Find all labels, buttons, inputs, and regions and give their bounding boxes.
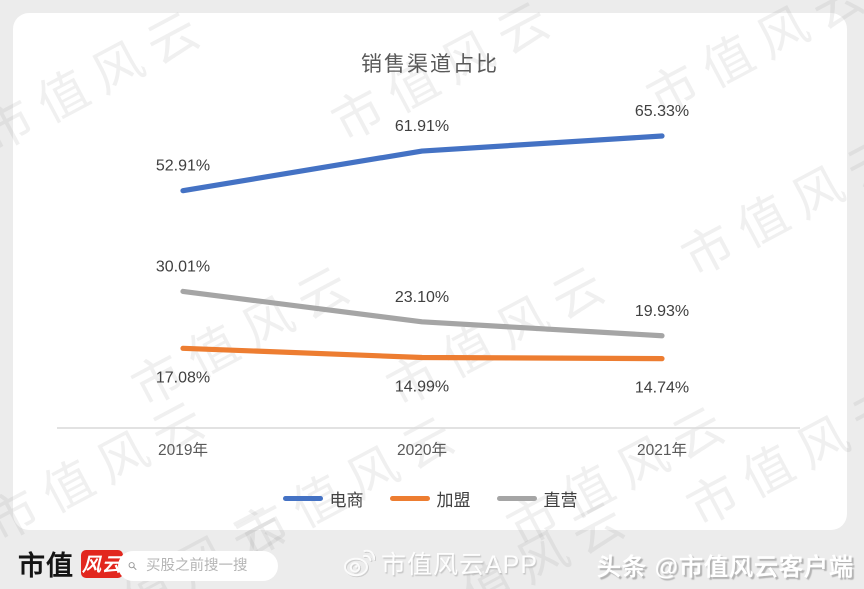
legend-label-direct: 直营 xyxy=(543,491,578,510)
series-line-直营 xyxy=(180,288,665,339)
data-label: 17.08% xyxy=(156,369,210,386)
weibo-icon xyxy=(344,549,375,577)
series-line-电商 xyxy=(180,133,665,194)
data-label: 23.10% xyxy=(395,289,449,306)
x-axis-label: 2020年 xyxy=(397,441,447,459)
app-promo: 市值风云APP xyxy=(343,545,538,581)
legend-swatch-direct xyxy=(496,496,537,501)
data-label: 52.91% xyxy=(156,158,210,175)
data-label: 65.33% xyxy=(635,103,689,120)
chart-title: 销售渠道占比 xyxy=(361,53,499,76)
chart-legend: 电商 加盟 直营 xyxy=(13,486,847,511)
legend-label-ecommerce: 电商 xyxy=(329,491,364,510)
data-label: 30.01% xyxy=(156,258,210,275)
x-axis-label: 2019年 xyxy=(158,441,208,459)
data-label: 14.99% xyxy=(395,378,449,395)
toutiao-byline: 头条 @市值风云客户端 xyxy=(596,554,854,581)
data-label: 14.74% xyxy=(635,380,689,397)
search-icon xyxy=(128,562,137,570)
chart-card xyxy=(13,13,847,530)
search-input[interactable] xyxy=(144,557,268,575)
app-promo-label: 市值风云APP xyxy=(381,551,539,579)
footer-bar: 市值 风云 市值风云APP 头条 @市值风云客户端 xyxy=(0,530,864,589)
brand-logo-text: 市值 xyxy=(18,551,74,581)
legend-item-franchise: 加盟 xyxy=(389,486,471,511)
legend-swatch-franchise xyxy=(389,496,430,501)
series-line-加盟 xyxy=(180,345,665,362)
legend-item-direct: 直营 xyxy=(496,486,578,511)
data-label: 61.91% xyxy=(395,118,449,135)
legend-swatch-ecommerce xyxy=(282,496,323,501)
brand-logo: 市值 风云 xyxy=(18,544,123,583)
legend-label-franchise: 加盟 xyxy=(436,491,471,510)
brand-logo-badge: 风云 xyxy=(81,549,123,578)
line-chart: 52.91% 61.91% 65.33% 17.08% 14.99% 14.74% 30.0… xyxy=(57,103,800,459)
search-bar[interactable] xyxy=(118,551,278,581)
data-label: 19.93% xyxy=(635,303,689,320)
x-axis-label: 2021年 xyxy=(637,441,687,459)
legend-item-ecommerce: 电商 xyxy=(282,486,364,511)
